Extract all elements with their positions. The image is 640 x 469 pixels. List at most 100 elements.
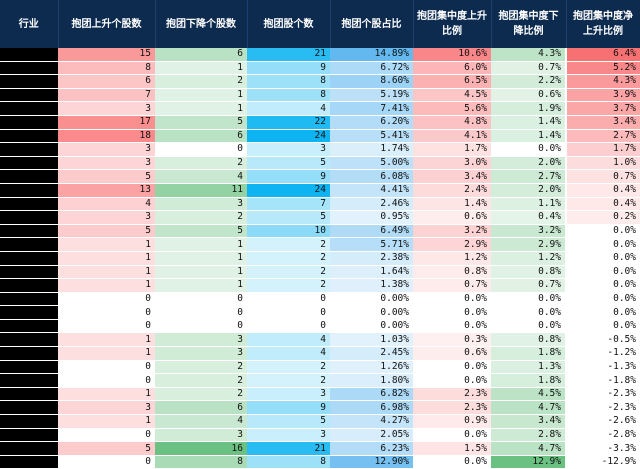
up-ratio-cell: 0.9% (413, 414, 491, 429)
holding-count-cell: 10 (247, 224, 330, 239)
industry-cell (0, 455, 58, 469)
net-up-ratio-cell: -1.3% (565, 360, 640, 375)
industry-cell (0, 373, 58, 388)
up-count-cell: 3 (58, 101, 155, 116)
down-ratio-cell: 0.0% (491, 292, 566, 307)
down-count-cell: 0 (155, 319, 247, 334)
down-count-cell: 1 (155, 61, 247, 76)
up-ratio-cell: 3.0% (413, 156, 491, 171)
holding-ratio-cell: 1.80% (330, 373, 413, 388)
down-count-cell: 1 (155, 251, 247, 266)
down-count-cell: 8 (155, 455, 247, 469)
net-up-ratio-cell: -2.6% (565, 414, 640, 429)
table-row: 6 2 8 8.60% 6.5% 2.2% 4.3% (0, 74, 640, 89)
down-ratio-cell: 4.5% (491, 387, 566, 402)
net-up-ratio-cell: -2.8% (565, 428, 640, 443)
table-row: 15 6 21 14.89% 10.6% 4.3% 6.4% (0, 48, 640, 62)
down-count-cell: 2 (155, 210, 247, 225)
holding-ratio-cell: 6.23% (330, 441, 413, 456)
holding-count-cell: 2 (247, 265, 330, 280)
holding-count-cell: 8 (247, 455, 330, 469)
table-row: 3 2 5 5.00% 3.0% 2.0% 1.0% (0, 156, 640, 171)
holding-ratio-cell: 1.74% (330, 142, 413, 157)
industry-cell (0, 156, 58, 171)
down-count-cell: 4 (155, 414, 247, 429)
industry-cell (0, 237, 58, 252)
holding-ratio-cell: 14.89% (330, 48, 413, 62)
down-ratio-cell: 0.0% (491, 142, 566, 157)
holding-count-cell: 24 (247, 183, 330, 198)
down-count-cell: 4 (155, 169, 247, 184)
industry-cell (0, 360, 58, 375)
table-row: 8 1 9 6.72% 6.0% 0.7% 5.2% (0, 61, 640, 76)
holding-count-cell: 4 (247, 101, 330, 116)
up-count-cell: 15 (58, 48, 155, 62)
down-count-cell: 3 (155, 346, 247, 361)
holding-ratio-cell: 6.72% (330, 61, 413, 76)
holding-count-cell: 8 (247, 74, 330, 89)
industry-cell (0, 210, 58, 225)
holding-count-cell: 2 (247, 373, 330, 388)
table-row: 5 5 10 6.49% 3.2% 3.2% 0.0% (0, 224, 640, 239)
up-count-cell: 17 (58, 115, 155, 130)
holding-count-cell: 0 (247, 292, 330, 307)
up-ratio-cell: 5.6% (413, 101, 491, 116)
industry-cell (0, 224, 58, 239)
up-ratio-cell: 0.6% (413, 346, 491, 361)
up-ratio-cell: 10.6% (413, 48, 491, 62)
down-count-cell: 2 (155, 373, 247, 388)
holding-count-cell: 3 (247, 428, 330, 443)
holding-ratio-cell: 2.45% (330, 346, 413, 361)
industry-cell (0, 292, 58, 307)
holding-count-cell: 3 (247, 387, 330, 402)
industry-cell (0, 88, 58, 103)
table-row: 1 3 4 1.03% 0.3% 0.8% -0.5% (0, 332, 640, 348)
table-row: 1 1 2 1.38% 0.7% 0.7% 0.0% (0, 278, 640, 293)
down-ratio-cell: 2.8% (491, 428, 566, 443)
table-row: 0 3 3 2.05% 0.0% 2.8% -2.8% (0, 428, 640, 443)
net-up-ratio-cell: 1.0% (565, 156, 640, 171)
table-row: 3 2 5 0.95% 0.6% 0.4% 0.2% (0, 210, 640, 225)
net-up-ratio-cell: 1.7% (565, 142, 640, 157)
table-row: 0 2 2 1.26% 0.0% 1.3% -1.3% (0, 360, 640, 375)
industry-cell (0, 251, 58, 266)
net-up-ratio-cell: 6.4% (565, 48, 640, 62)
table-row: 5 16 21 6.23% 1.5% 4.7% -3.3% (0, 441, 640, 456)
holding-count-cell: 24 (247, 129, 330, 144)
holding-ratio-cell: 5.00% (330, 156, 413, 171)
holding-ratio-cell: 12.90% (330, 455, 413, 469)
up-ratio-cell: 0.8% (413, 265, 491, 280)
holding-ratio-cell: 6.08% (330, 169, 413, 184)
industry-cell (0, 265, 58, 280)
down-count-cell: 3 (155, 428, 247, 443)
up-count-cell: 0 (58, 292, 155, 307)
up-ratio-cell: 0.0% (413, 319, 491, 334)
down-ratio-cell: 1.4% (491, 115, 566, 130)
up-ratio-cell: 3.4% (413, 169, 491, 184)
industry-cell (0, 400, 58, 416)
down-ratio-cell: 1.8% (491, 373, 566, 388)
up-count-cell: 0 (58, 360, 155, 375)
table-row: 3 6 9 6.98% 2.3% 4.7% -2.3% (0, 400, 640, 416)
holding-ratio-cell: 2.38% (330, 251, 413, 266)
holding-ratio-cell: 6.20% (330, 115, 413, 130)
industry-cell (0, 441, 58, 456)
header-net-up-ratio: 抱团集中度净上升比例 (566, 0, 640, 48)
up-ratio-cell: 1.4% (413, 197, 491, 212)
holding-ratio-cell: 0.00% (330, 319, 413, 334)
industry-cell (0, 305, 58, 320)
net-up-ratio-cell: 0.4% (565, 197, 640, 212)
industry-cell (0, 115, 58, 130)
down-count-cell: 1 (155, 101, 247, 116)
down-count-cell: 2 (155, 387, 247, 402)
up-count-cell: 8 (58, 61, 155, 76)
industry-cell (0, 129, 58, 144)
industry-cell (0, 61, 58, 76)
holding-count-cell: 5 (247, 156, 330, 171)
net-up-ratio-cell: -0.5% (565, 332, 640, 348)
up-ratio-cell: 6.0% (413, 61, 491, 76)
down-ratio-cell: 12.9% (491, 455, 566, 469)
up-count-cell: 1 (58, 332, 155, 348)
up-ratio-cell: 1.5% (413, 441, 491, 456)
table-row: 1 1 2 1.64% 0.8% 0.8% 0.0% (0, 265, 640, 280)
